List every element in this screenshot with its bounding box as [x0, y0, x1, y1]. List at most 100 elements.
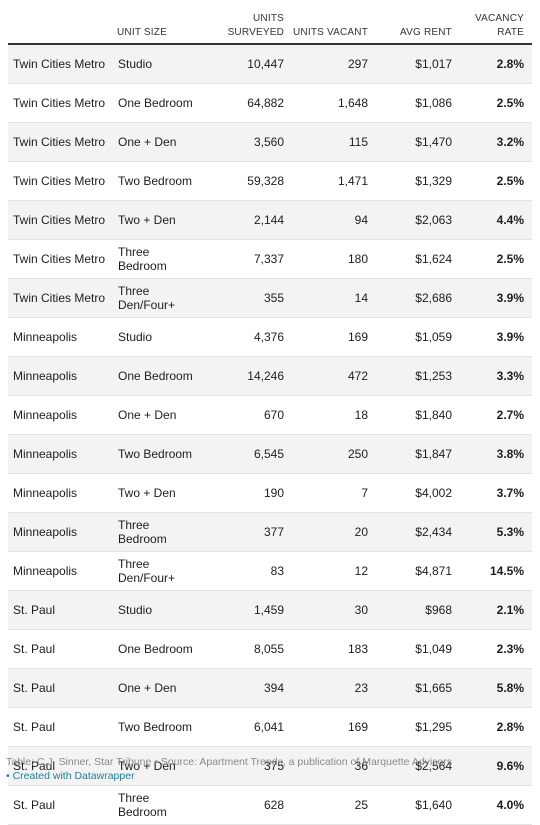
table-row: Twin Cities Metro Three Bedroom 7,337 180 $1…: [8, 239, 532, 279]
cell-units-surveyed: 64,882: [200, 83, 284, 123]
cell-units-surveyed: 394: [200, 668, 284, 708]
cell-units-surveyed: 628: [200, 785, 284, 825]
datawrapper-table-widget: UNIT SIZE UNITS SURVEYED UNITS VACANT AV…: [6, 4, 532, 825]
cell-unit-size: One + Den: [109, 395, 200, 435]
cell-avg-rent: $1,847: [368, 434, 452, 474]
cell-avg-rent: $1,253: [368, 356, 452, 396]
cell-area: Twin Cities Metro: [8, 122, 109, 162]
header-units-vacant[interactable]: UNITS VACANT: [284, 4, 368, 45]
cell-units-vacant: 115: [284, 122, 368, 162]
cell-units-surveyed: 1,459: [200, 590, 284, 630]
cell-unit-size: Two + Den: [109, 746, 200, 786]
table-row: Minneapolis Three Bedroom 377 20 $2,434 5.3%: [8, 512, 532, 552]
table-row: St. Paul Two + Den 375 36 $2,564 9.6%: [8, 746, 532, 786]
cell-vacancy-rate: 3.9%: [452, 317, 532, 357]
table-row: Minneapolis Studio 4,376 169 $1,059 3.9%: [8, 317, 532, 357]
header-row: UNIT SIZE UNITS SURVEYED UNITS VACANT AV…: [8, 4, 532, 45]
cell-area: Minneapolis: [8, 434, 109, 474]
cell-vacancy-rate: 5.8%: [452, 668, 532, 708]
cell-units-vacant: 30: [284, 590, 368, 630]
cell-area: St. Paul: [8, 746, 109, 786]
cell-avg-rent: $1,470: [368, 122, 452, 162]
cell-avg-rent: $2,063: [368, 200, 452, 240]
cell-avg-rent: $2,686: [368, 278, 452, 318]
cell-avg-rent: $1,640: [368, 785, 452, 825]
header-vacancy-rate[interactable]: VACANCY RATE: [452, 4, 532, 45]
cell-unit-size: Three Bedroom: [109, 512, 200, 552]
cell-area: Twin Cities Metro: [8, 44, 109, 84]
cell-unit-size: One Bedroom: [109, 629, 200, 669]
table-row: Minneapolis One + Den 670 18 $1,840 2.7%: [8, 395, 532, 435]
cell-units-vacant: 1,648: [284, 83, 368, 123]
header-unit-size[interactable]: UNIT SIZE: [109, 4, 200, 45]
cell-avg-rent: $1,665: [368, 668, 452, 708]
cell-units-surveyed: 8,055: [200, 629, 284, 669]
cell-unit-size: Two Bedroom: [109, 434, 200, 474]
cell-units-surveyed: 10,447: [200, 44, 284, 84]
cell-unit-size: One Bedroom: [109, 83, 200, 123]
cell-unit-size: Three Bedroom: [109, 785, 200, 825]
cell-avg-rent: $2,434: [368, 512, 452, 552]
table-row: Twin Cities Metro Two Bedroom 59,328 1,471 $…: [8, 161, 532, 201]
table-row: Twin Cities Metro One Bedroom 64,882 1,648 $…: [8, 83, 532, 123]
cell-units-surveyed: 14,246: [200, 356, 284, 396]
cell-unit-size: Two + Den: [109, 200, 200, 240]
cell-vacancy-rate: 3.3%: [452, 356, 532, 396]
table-row: St. Paul Three Bedroom 628 25 $1,640 4.0%: [8, 785, 532, 825]
table-row: Twin Cities Metro One + Den 3,560 115 $1,470…: [8, 122, 532, 162]
cell-units-vacant: 297: [284, 44, 368, 84]
cell-area: Twin Cities Metro: [8, 239, 109, 279]
cell-vacancy-rate: 2.5%: [452, 161, 532, 201]
cell-units-vacant: 180: [284, 239, 368, 279]
table-body: Twin Cities Metro Studio 10,447 297 $1,017 2.…: [8, 44, 532, 825]
cell-area: Minneapolis: [8, 473, 109, 513]
cell-units-surveyed: 6,545: [200, 434, 284, 474]
cell-avg-rent: $1,624: [368, 239, 452, 279]
cell-avg-rent: $1,295: [368, 707, 452, 747]
cell-area: Minneapolis: [8, 356, 109, 396]
cell-avg-rent: $1,017: [368, 44, 452, 84]
cell-unit-size: Studio: [109, 44, 200, 84]
header-avg-rent[interactable]: AVG RENT: [368, 4, 452, 45]
cell-unit-size: One + Den: [109, 668, 200, 708]
cell-area: Minneapolis: [8, 512, 109, 552]
cell-unit-size: Two Bedroom: [109, 161, 200, 201]
table-row: Minneapolis One Bedroom 14,246 472 $1,253 3.3…: [8, 356, 532, 396]
cell-vacancy-rate: 3.9%: [452, 278, 532, 318]
cell-vacancy-rate: 2.5%: [452, 239, 532, 279]
cell-area: St. Paul: [8, 785, 109, 825]
cell-units-vacant: 7: [284, 473, 368, 513]
header-units-surveyed[interactable]: UNITS SURVEYED: [200, 4, 284, 45]
cell-avg-rent: $1,840: [368, 395, 452, 435]
cell-units-surveyed: 355: [200, 278, 284, 318]
cell-units-vacant: 20: [284, 512, 368, 552]
cell-area: Minneapolis: [8, 551, 109, 591]
cell-units-surveyed: 377: [200, 512, 284, 552]
cell-area: St. Paul: [8, 707, 109, 747]
cell-units-vacant: 23: [284, 668, 368, 708]
cell-units-surveyed: 59,328: [200, 161, 284, 201]
table-header: UNIT SIZE UNITS SURVEYED UNITS VACANT AV…: [8, 4, 532, 45]
cell-units-vacant: 12: [284, 551, 368, 591]
table-footer: Table: C.J. Sinner, Star Tribune • Sourc…: [6, 755, 452, 783]
datawrapper-credit-link[interactable]: • Created with Datawrapper: [6, 770, 135, 782]
cell-vacancy-rate: 2.1%: [452, 590, 532, 630]
table-row: St. Paul One + Den 394 23 $1,665 5.8%: [8, 668, 532, 708]
table-row: Minneapolis Two Bedroom 6,545 250 $1,847 3.8%: [8, 434, 532, 474]
cell-unit-size: One Bedroom: [109, 356, 200, 396]
table-row: Twin Cities Metro Two + Den 2,144 94 $2,063 4…: [8, 200, 532, 240]
cell-unit-size: Two Bedroom: [109, 707, 200, 747]
cell-area: St. Paul: [8, 668, 109, 708]
cell-vacancy-rate: 3.2%: [452, 122, 532, 162]
cell-unit-size: Three Bedroom: [109, 239, 200, 279]
cell-vacancy-rate: 2.8%: [452, 707, 532, 747]
cell-unit-size: Studio: [109, 590, 200, 630]
cell-units-vacant: 25: [284, 785, 368, 825]
cell-vacancy-rate: 2.5%: [452, 83, 532, 123]
cell-units-vacant: 94: [284, 200, 368, 240]
cell-vacancy-rate: 14.5%: [452, 551, 532, 591]
cell-units-vacant: 472: [284, 356, 368, 396]
cell-units-vacant: 169: [284, 707, 368, 747]
cell-unit-size: Studio: [109, 317, 200, 357]
header-area[interactable]: [8, 4, 109, 45]
